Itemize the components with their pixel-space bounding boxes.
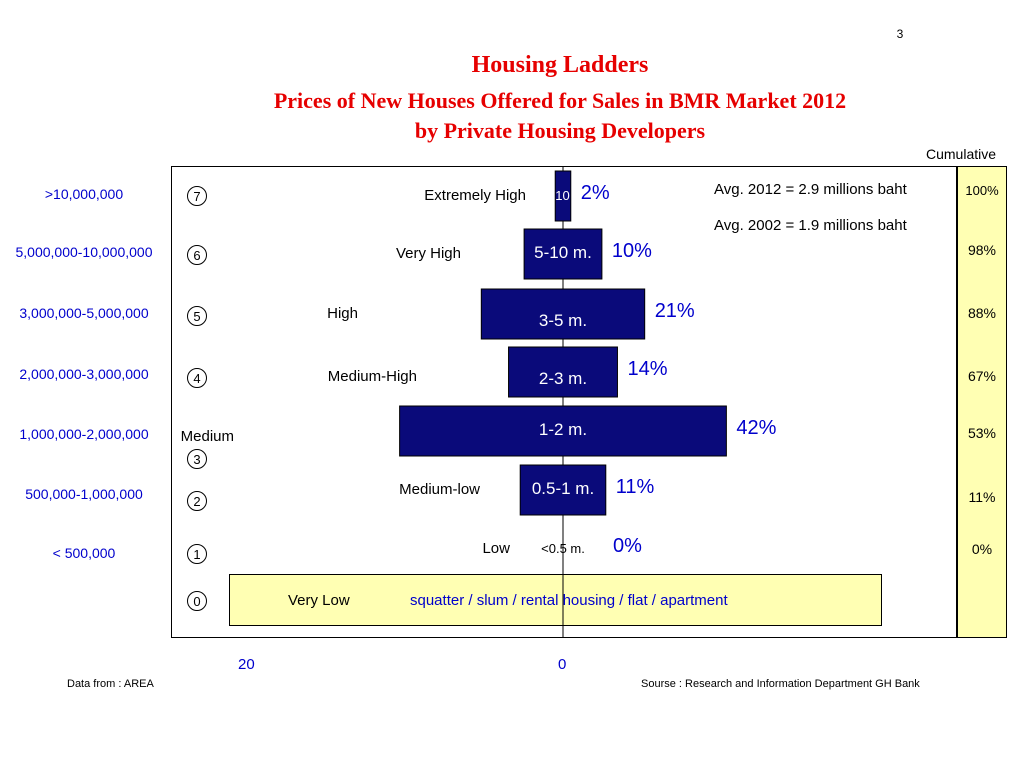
very-low-description: squatter / slum / rental housing / flat … [410,592,728,609]
bar-label-1: <0.5 m. [541,541,585,556]
level-number-5: 5 [187,306,207,326]
chart-title: Housing Ladders [471,52,649,78]
level-label-7: Extremely High [424,187,526,204]
level-number-6: 6 [187,245,207,265]
level-number-2: 2 [187,491,207,511]
cumulative-2: 11% [968,489,996,505]
axis-tick-20: 20 [238,656,255,673]
pct-label-5: 21% [654,300,695,322]
price-range-5: 3,000,000-5,000,000 [19,305,149,321]
pct-label-6: 10% [611,240,652,262]
bar-label-7: 10 m. [555,188,588,203]
price-range-6: 5,000,000-10,000,000 [15,244,153,260]
level-label-4: Medium-High [327,368,417,385]
axis-tick-0: 0 [558,656,567,673]
footer-source-left: Data from : AREA [67,678,154,690]
cumulative-3: 53% [967,425,997,441]
price-range-4: 2,000,000-3,000,000 [19,366,149,382]
level-number-1: 1 [187,544,207,564]
level-label-5: High [327,305,358,322]
cumulative-4: 67% [967,368,997,384]
cumulative-panel [957,166,1007,638]
level-number-3: 3 [187,449,207,469]
avg-2002: Avg. 2002 = 1.9 millions baht [714,217,907,234]
pct-label-7: 2% [580,182,610,204]
cumulative-header: Cumulative [925,146,997,162]
price-range-7: >10,000,000 [44,186,124,202]
pct-label-2: 11% [615,476,655,498]
bar-3 [399,405,727,457]
bar-7 [554,170,572,222]
very-low-box [229,574,882,626]
level-number-0: 0 [187,591,207,611]
plot-area [171,166,957,638]
cumulative-7: 100% [965,183,999,198]
bar-2 [519,464,607,516]
level-label-6: Very High [395,245,461,262]
avg-2012: Avg. 2012 = 2.9 millions baht [714,181,907,198]
chart-subtitle-2: by Private Housing Developers [414,118,706,143]
bar-label-5: 3-5 m. [538,311,588,330]
level-label-2: Medium-low [399,481,480,498]
level-label-1: Low [482,540,510,557]
pct-label-1: 0% [613,535,642,557]
level-label-3: Medium [180,428,234,445]
level-number-7: 7 [187,186,207,206]
pct-label-4: 14% [627,358,668,380]
bar-6 [523,228,603,280]
bar-label-4: 2-3 m. [538,369,588,388]
bar-5 [480,288,646,340]
cumulative-5: 88% [967,305,997,321]
bar-4 [508,346,618,398]
footer-source-right: Sourse : Research and Information Depart… [641,678,920,690]
very-low-label: Very Low [288,592,350,609]
bar-label-2: 0.5-1 m. [531,479,595,498]
chart-subtitle: Prices of New Houses Offered for Sales i… [273,88,847,113]
cumulative-6: 98% [967,242,997,258]
bar-label-3: 1-2 m. [538,420,588,439]
price-range-1: < 500,000 [52,545,116,561]
cumulative-1: 0% [971,541,993,557]
price-range-2: 500,000-1,000,000 [25,486,143,502]
level-number-4: 4 [187,368,207,388]
price-range-3: 1,000,000-2,000,000 [19,426,149,442]
bar-label-6: 5-10 m. [534,243,592,262]
page-number: 3 [896,27,904,41]
pct-label-3: 42% [736,417,777,439]
